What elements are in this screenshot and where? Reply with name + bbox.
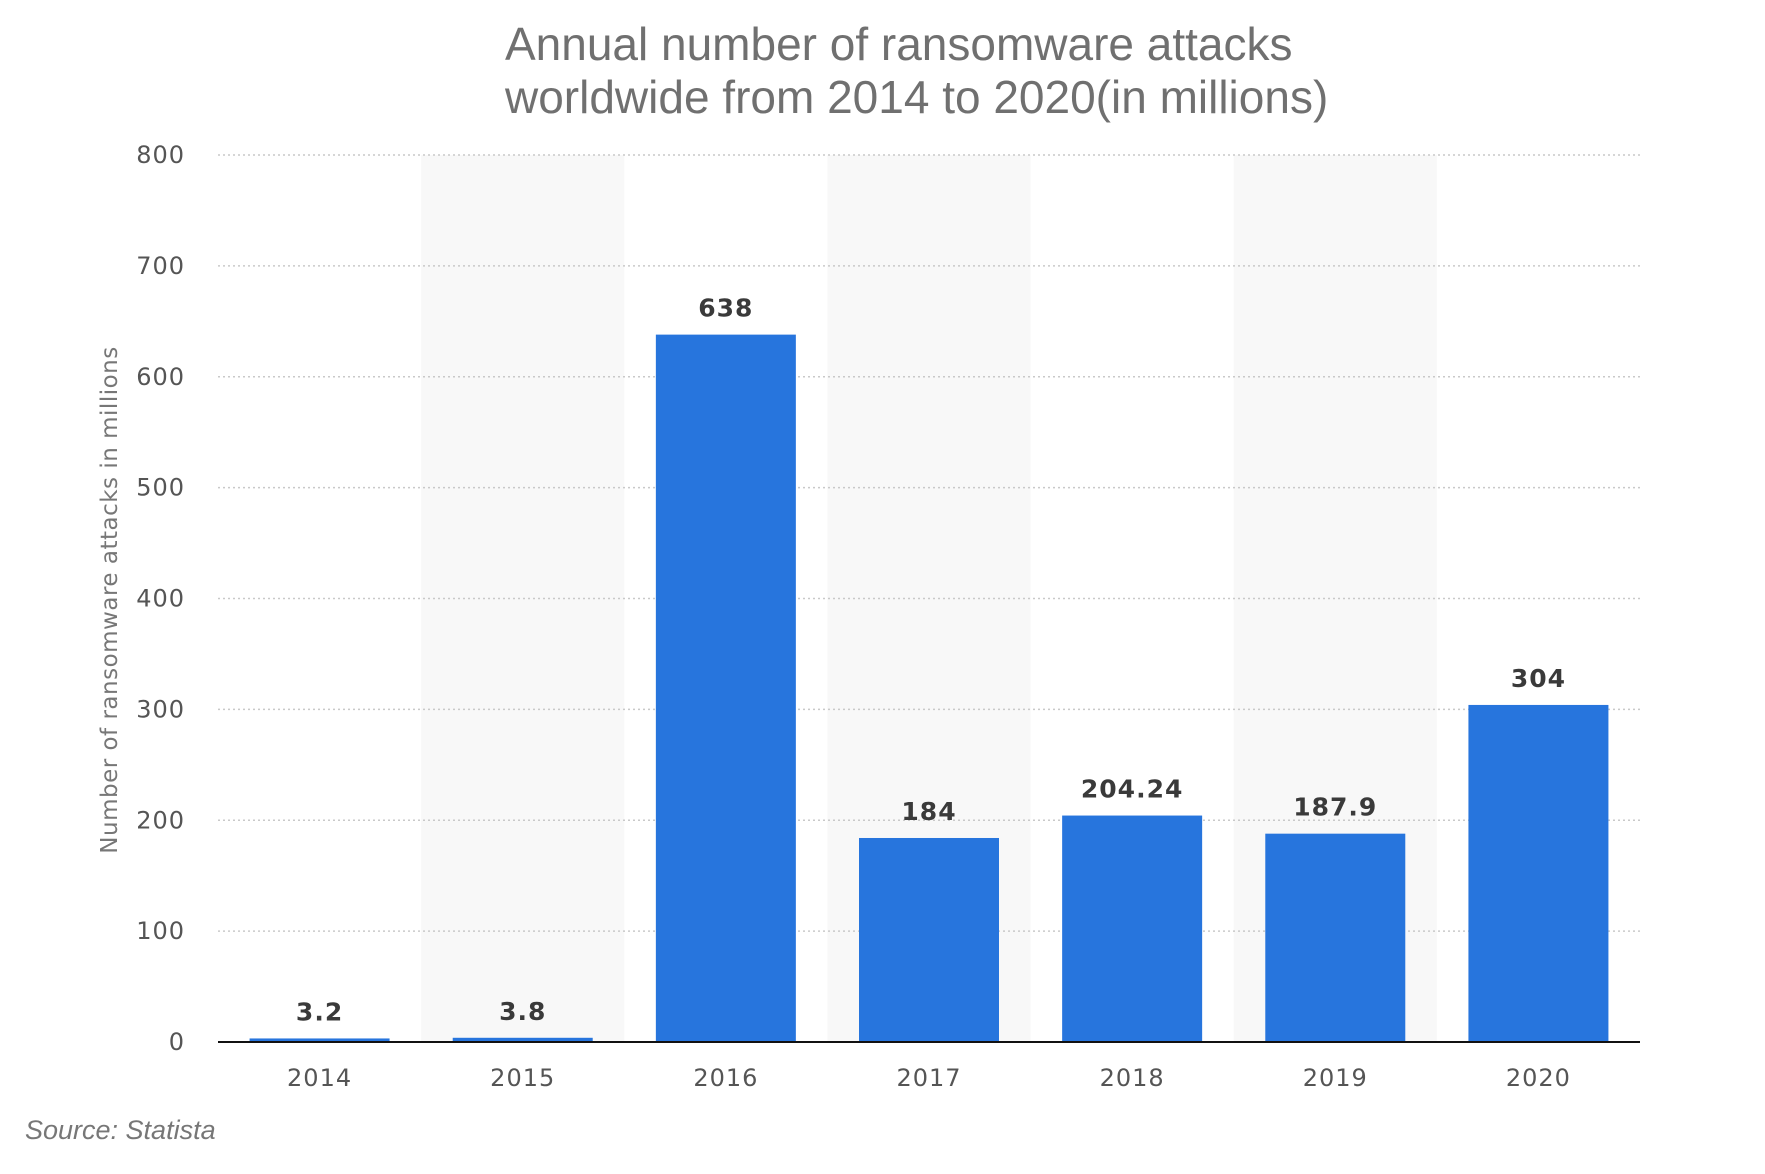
bar-2015 (452, 1037, 593, 1042)
x-tick-label-2017: 2017 (896, 1064, 961, 1092)
y-tick-label-700: 700 (136, 252, 185, 280)
y-tick-label-400: 400 (136, 585, 185, 613)
data-label-2017: 184 (901, 797, 956, 826)
x-tick-label-2018: 2018 (1100, 1064, 1165, 1092)
chart-title-line-2: worldwide from 2014 to 2020(in millions) (504, 71, 1328, 123)
data-labels: 3.2 3.8 638 184 204.24 187.9 304 (296, 294, 1566, 1027)
bar-2020 (1468, 704, 1609, 1042)
y-axis-ticks: 0 100 200 300 400 500 600 700 800 (136, 141, 185, 1056)
chart-title-line-1: Annual number of ransomware attacks (505, 18, 1293, 70)
y-tick-label-200: 200 (136, 806, 185, 834)
data-label-2016: 638 (698, 294, 753, 323)
bar-2017 (859, 837, 999, 1042)
x-tick-label-2015: 2015 (490, 1064, 555, 1092)
data-label-2018: 204.24 (1081, 775, 1183, 804)
bars (249, 334, 1609, 1042)
x-axis-ticks: 2014 2015 2016 2017 2018 2019 2020 (287, 1064, 1571, 1092)
y-tick-label-100: 100 (136, 917, 185, 945)
y-tick-label-0: 0 (169, 1028, 185, 1056)
x-tick-label-2019: 2019 (1303, 1064, 1368, 1092)
source-text: Source: Statista (25, 1115, 216, 1145)
y-tick-label-600: 600 (136, 363, 185, 391)
bar-2014 (249, 1038, 390, 1042)
y-tick-label-500: 500 (136, 474, 185, 502)
x-tick-label-2020: 2020 (1506, 1064, 1571, 1092)
y-tick-label-300: 300 (136, 695, 185, 723)
y-tick-label-800: 800 (136, 141, 185, 169)
x-tick-label-2014: 2014 (287, 1064, 352, 1092)
bar-2016 (655, 334, 796, 1042)
bar-2019 (1265, 833, 1406, 1042)
data-label-2019: 187.9 (1293, 793, 1377, 822)
bar-2018 (1062, 815, 1203, 1042)
data-label-2020: 304 (1511, 664, 1566, 693)
data-label-2015: 3.8 (499, 997, 546, 1026)
y-axis-title: Number of ransomware attacks in millions (97, 346, 123, 853)
data-label-2014: 3.2 (296, 997, 343, 1026)
x-tick-label-2016: 2016 (693, 1064, 758, 1092)
